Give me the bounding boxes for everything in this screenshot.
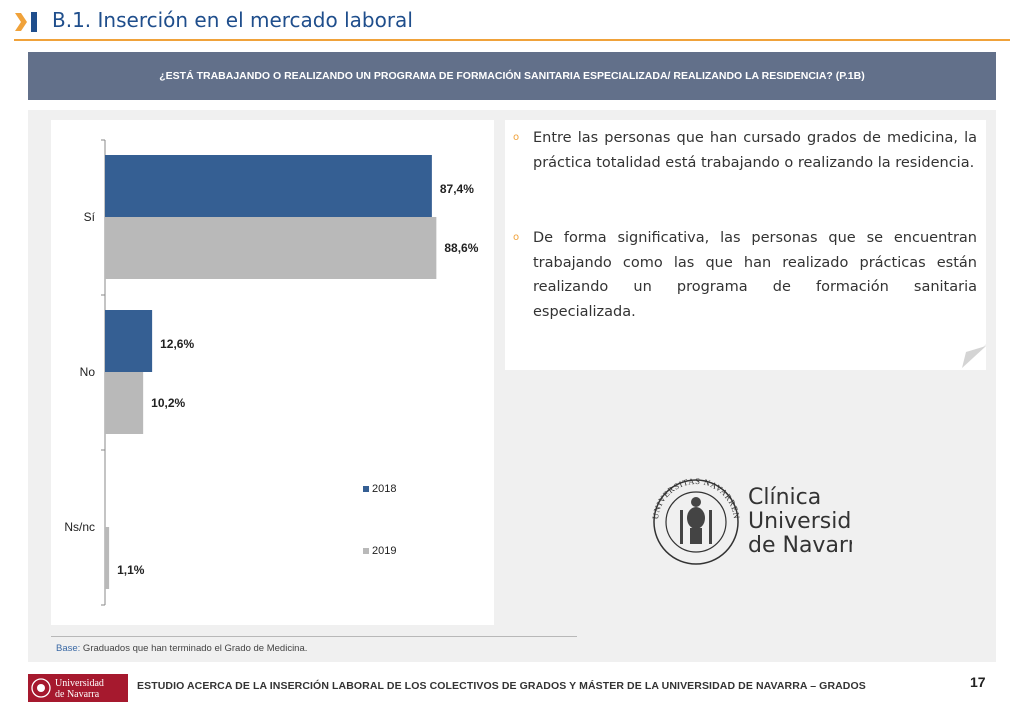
legend-label: 2018: [372, 483, 396, 495]
bar-2019: [105, 527, 110, 589]
chart-panel: Sí 87,4% 88,6% No 12,6% 10,2% Ns/nc 1,1% 2018 201…: [51, 120, 494, 625]
footnote-divider: [51, 636, 577, 637]
finding-text: Entre las personas que han cursado grado…: [533, 130, 977, 171]
logo-line-2: Universidad: [748, 509, 852, 534]
title-chevron-icon: [15, 12, 37, 32]
legend-swatch: [363, 486, 369, 492]
finding-bullet: o De forma significativa, las personas q…: [513, 226, 977, 324]
bar-2019: [105, 217, 437, 279]
category-label: No: [80, 365, 96, 379]
page-curl-decoration: [958, 344, 986, 372]
bar-chart: Sí 87,4% 88,6% No 12,6% 10,2% Ns/nc 1,1% 2018 201…: [64, 139, 479, 606]
page-title: B.1. Inserción en el mercado laboral: [52, 8, 413, 32]
question-banner: ¿ESTÁ TRABAJANDO O REALIZANDO UN PROGRAM…: [28, 52, 996, 100]
data-label: 12,6%: [160, 337, 194, 351]
title-divider: [14, 39, 1010, 41]
data-label: 87,4%: [440, 182, 474, 196]
universidad-navarra-logo: Universidad de Navarra: [28, 674, 128, 702]
footnote-key: Base:: [56, 643, 81, 654]
bullet-marker: o: [513, 132, 520, 143]
category-label: Sí: [84, 210, 96, 224]
logo-line-1: Clínica: [748, 485, 821, 510]
bar-2019: [105, 372, 144, 434]
data-label: 88,6%: [444, 241, 478, 255]
footnote: Base: Graduados que han terminado el Gra…: [56, 643, 307, 654]
bar-2018: [105, 155, 432, 217]
bar-2018: [105, 310, 153, 372]
finding-text: De forma significativa, las personas que…: [533, 230, 977, 320]
clinica-universidad-navarra-logo: UNIVERSITAS NAVARRENSIS Clínica Universi…: [652, 468, 852, 565]
logo-line-1: Universidad: [55, 678, 104, 689]
logo-line-2: de Navarra: [55, 689, 100, 700]
legend-swatch: [363, 548, 369, 554]
footnote-text: Graduados que han terminado el Grado de …: [80, 643, 308, 654]
footer-text: ESTUDIO ACERCA DE LA INSERCIÓN LABORAL D…: [137, 680, 866, 692]
page-number: 17: [970, 674, 986, 690]
findings-panel: o Entre las personas que han cursado gra…: [505, 120, 986, 370]
finding-bullet: o Entre las personas que han cursado gra…: [513, 126, 977, 175]
category-label: Ns/nc: [64, 520, 95, 534]
bullet-marker: o: [513, 232, 520, 243]
logo-line-3: de Navarra: [748, 533, 852, 558]
data-label: 10,2%: [151, 396, 185, 410]
data-label: 1,1%: [117, 563, 145, 577]
legend-label: 2019: [372, 545, 396, 557]
